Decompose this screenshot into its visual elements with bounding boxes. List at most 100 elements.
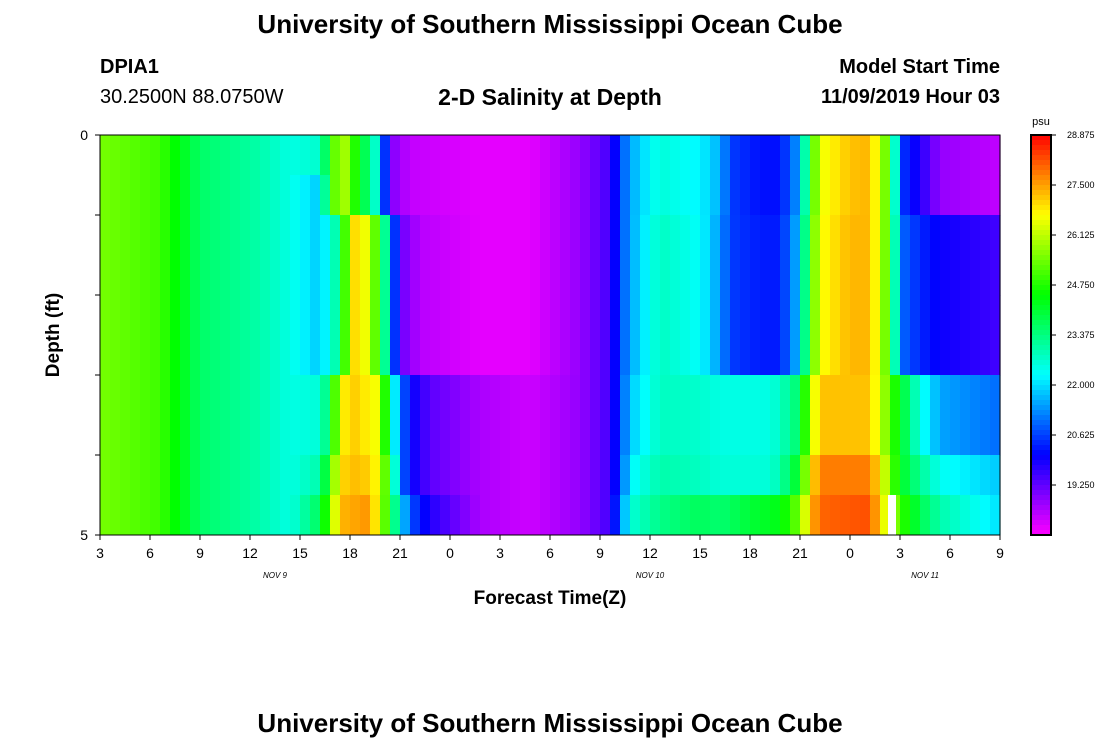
- heatmap-cell: [140, 375, 151, 456]
- colorbar-swatch: [1031, 350, 1051, 356]
- heatmap-cell: [290, 135, 301, 176]
- heatmap-cell: [710, 375, 721, 456]
- heatmap-cell: [490, 135, 501, 176]
- heatmap-cell: [620, 135, 631, 176]
- heatmap-cell: [950, 135, 961, 176]
- heatmap-cell: [400, 455, 411, 496]
- heatmap-cell: [680, 495, 691, 536]
- heatmap-cell: [580, 175, 591, 216]
- heatmap-cell: [560, 375, 571, 456]
- heatmap-cell: [290, 455, 301, 496]
- heatmap-cell: [100, 495, 111, 536]
- heatmap-cell: [810, 215, 821, 296]
- heatmap-cell: [190, 455, 201, 496]
- heatmap-cell: [650, 135, 661, 176]
- heatmap-cell: [170, 135, 181, 176]
- heatmap-cell: [160, 455, 171, 496]
- colorbar-swatch: [1031, 450, 1051, 456]
- heatmap-cell: [140, 175, 151, 216]
- heatmap-cell: [590, 135, 601, 176]
- heatmap-cell: [870, 455, 881, 496]
- heatmap-cell: [640, 455, 651, 496]
- missing-data-gap: [888, 495, 896, 535]
- heatmap-cell: [760, 135, 771, 176]
- heatmap-cell: [400, 135, 411, 176]
- heatmap-cell: [860, 455, 871, 496]
- heatmap-cell: [750, 375, 761, 456]
- heatmap-cell: [610, 495, 621, 536]
- heatmap-cell: [690, 375, 701, 456]
- colorbar-swatch: [1031, 485, 1051, 491]
- heatmap-cell: [800, 495, 811, 536]
- colorbar-tick-label: 26.125: [1067, 230, 1095, 240]
- colorbar-tick-label: 24.750: [1067, 280, 1095, 290]
- colorbar-swatch: [1031, 285, 1051, 291]
- heatmap-cell: [510, 455, 521, 496]
- heatmap-cell: [550, 495, 561, 536]
- heatmap-cell: [960, 375, 971, 456]
- heatmap-cell: [220, 135, 231, 176]
- heatmap-cell: [300, 135, 311, 176]
- heatmap-cell: [240, 175, 251, 216]
- heatmap-cell: [170, 175, 181, 216]
- heatmap-cell: [550, 455, 561, 496]
- heatmap-cell: [820, 175, 831, 216]
- heatmap-cell: [480, 215, 491, 296]
- heatmap-cell: [490, 375, 501, 456]
- heatmap-cell: [580, 495, 591, 536]
- heatmap-cell: [150, 135, 161, 176]
- heatmap-cell: [320, 175, 331, 216]
- heatmap-cell: [820, 135, 831, 176]
- x-tick-label: 12: [642, 545, 658, 561]
- colorbar: 28.875 27.500 26.125 24.750 23.375 22.000 20.6…: [1030, 130, 1095, 536]
- heatmap-cell: [380, 375, 391, 456]
- heatmap-cell: [720, 175, 731, 216]
- heatmap-cell: [600, 215, 611, 296]
- heatmap-cell: [260, 135, 271, 176]
- heatmap-cell: [420, 215, 431, 296]
- x-axis-label: Forecast Time(Z): [474, 588, 627, 609]
- colorbar-swatch: [1031, 180, 1051, 186]
- heatmap-cell: [560, 455, 571, 496]
- heatmap-cell: [910, 175, 921, 216]
- heatmap-cell: [100, 175, 111, 216]
- heatmap-cell: [700, 455, 711, 496]
- heatmap-cell: [190, 175, 201, 216]
- heatmap-cell: [590, 175, 601, 216]
- heatmap-cell: [760, 455, 771, 496]
- colorbar-swatch: [1031, 195, 1051, 201]
- heatmap-cell: [740, 215, 751, 296]
- heatmap-cell: [110, 375, 121, 456]
- heatmap-cell: [630, 495, 641, 536]
- heatmap-cell: [500, 295, 511, 376]
- heatmap-cell: [570, 175, 581, 216]
- heatmap-cell: [950, 175, 961, 216]
- heatmap-cell: [110, 495, 121, 536]
- heatmap-cell: [540, 175, 551, 216]
- colorbar-tick-label: 23.375: [1067, 330, 1095, 340]
- heatmap-cell: [370, 455, 381, 496]
- heatmap-cell: [230, 495, 241, 536]
- heatmap-cell: [270, 375, 281, 456]
- heatmap-cell: [490, 295, 501, 376]
- heatmap-cell: [770, 295, 781, 376]
- heatmap-cell: [320, 375, 331, 456]
- heatmap-cell: [750, 175, 761, 216]
- heatmap-cell: [530, 455, 541, 496]
- heatmap-cell: [900, 215, 911, 296]
- heatmap-cell: [770, 495, 781, 536]
- heatmap-cell: [500, 215, 511, 296]
- heatmap-cell: [570, 455, 581, 496]
- heatmap-cell: [940, 295, 951, 376]
- heatmap-cell: [250, 375, 261, 456]
- heatmap-cell: [300, 295, 311, 376]
- heatmap-cell: [930, 495, 941, 536]
- heatmap-cell: [580, 375, 591, 456]
- heatmap-cell: [230, 215, 241, 296]
- heatmap-cell: [550, 135, 561, 176]
- heatmap-cell: [280, 495, 291, 536]
- heatmap-cell: [690, 135, 701, 176]
- heatmap-cell: [160, 375, 171, 456]
- heatmap-cell: [480, 375, 491, 456]
